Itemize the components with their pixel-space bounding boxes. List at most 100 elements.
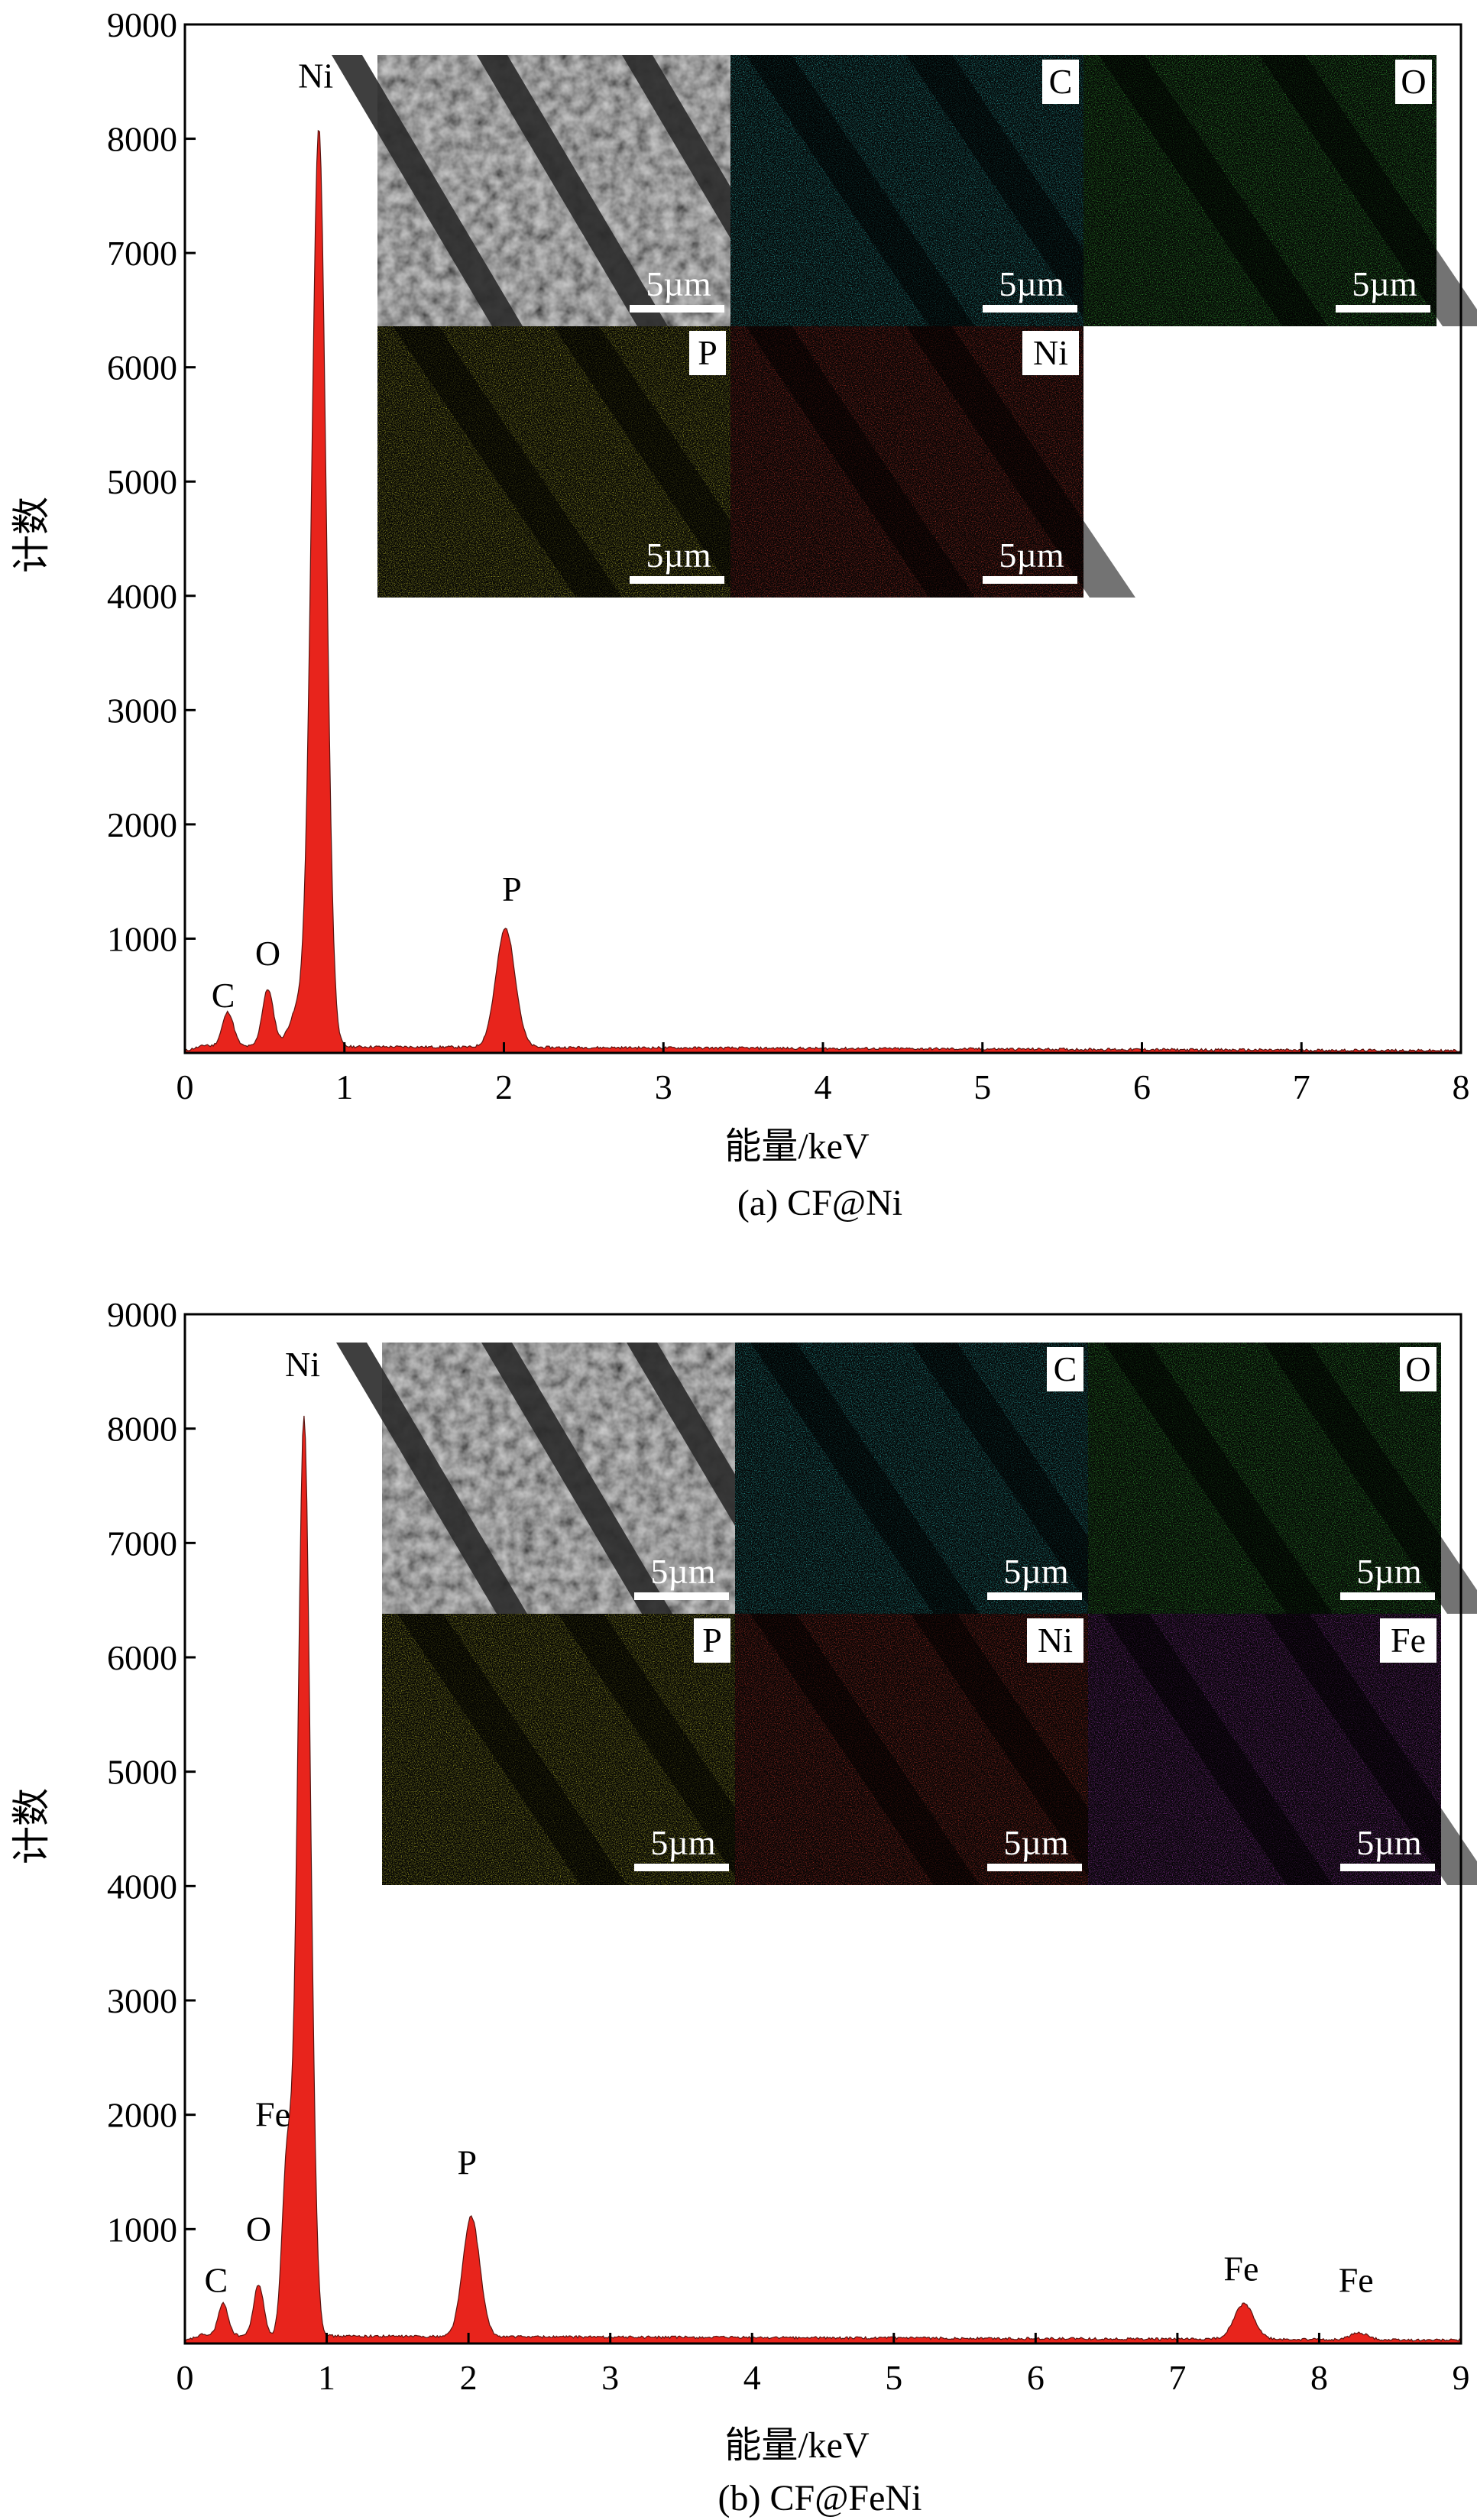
panel-a-ytick-label: 8000 [107,120,177,159]
panel-a-xtick-label: 2 [495,1067,513,1106]
panel-b-map-shadow [1264,1343,1477,1614]
panel-b-ytick-label: 8000 [107,1410,177,1449]
panel-a-ytick-label: 1000 [107,919,177,958]
panel-b-plot: 1000 2000 3000 4000 5000 6000 7000 8000 9000 0 1 2 3… [107,1295,1470,2397]
panel-a-plot: 1000 2000 3000 4000 5000 6000 7000 8000 9000 0 1 2 3… [107,5,1470,1106]
panel-b-scale-text: 5µm [1356,1823,1422,1862]
panel-a-map-O: O 5µm [1083,55,1477,326]
panel-a-ytick-label: 7000 [107,234,177,273]
panel-a-xtick-label: 5 [973,1067,991,1106]
panel-a-scale-bar [983,305,1077,313]
panel-b-map-shadow [911,1614,1140,1885]
panel-b-map-shadow [1103,1614,1333,1885]
panel-a-insets: 5µm C 5µm O 5µm P 5µm Ni 5µm [332,55,1477,598]
panel-b-caption: (b) CF@FeNi [718,2478,922,2518]
panel-b-xtick-label: 9 [1453,2358,1470,2397]
panel-b-map-P: P 5µm [382,1614,787,1885]
panel-b-xtick-label: 2 [460,2358,478,2397]
panel-a-ytick-label: 4000 [107,577,177,616]
panel-a-peak-label: Ni [298,56,333,95]
panel-b-map-C: C 5µm [735,1343,1140,1614]
panel-a-map-shadow [1259,55,1477,326]
panel-a-ytick-label: 9000 [107,5,177,44]
panel-a-map-label-box [689,331,726,375]
panel-a-ytick-label: 5000 [107,462,177,501]
panel-b-xtick-label: 0 [177,2358,194,2397]
panel-b-xtick-label: 7 [1168,2358,1186,2397]
panel-a-sem-groove [332,55,523,326]
panel-b-peak-label: Fe [255,2095,290,2134]
panel-a-map-label: P [698,333,717,372]
panel-b-map-shadow [397,1614,627,1885]
panel-a-map-shadow [906,326,1135,598]
panel-b-sem-groove [336,1343,527,1614]
panel-b-scale-text: 5µm [650,1823,716,1862]
panel-b-map-sem: 5µm [336,1343,818,1614]
panel-b-map-shadow [750,1614,980,1885]
panel-a-caption: (a) CF@Ni [737,1183,902,1223]
panel-a-ytick-label: 6000 [107,348,177,387]
panel-a-scale-bar [630,305,724,313]
panel-b-peak-label: C [204,2261,228,2300]
panel-b-map-shadow [911,1343,1140,1614]
panel-b-map-Ni: Ni 5µm [735,1614,1140,1885]
panel-b-scale-bar [634,1592,729,1600]
panel-a-map-label-box [1022,331,1079,375]
panel-b-xtick-label: 3 [601,2358,619,2397]
panel-b-scale-text: 5µm [1356,1552,1422,1591]
panel-b-map-O: O 5µm [1088,1343,1477,1614]
panel-a-scale-text: 5µm [999,536,1064,575]
panel-a-peak-label: C [212,976,235,1015]
panel-b-ytick-label: 5000 [107,1753,177,1792]
panel-a-map-shadow [553,326,782,598]
panel-a-map-shadow [746,326,975,598]
panel-a-map-label-box [1395,60,1432,104]
panel-b-map-label-box [1380,1618,1437,1663]
panel-b-map-label: C [1054,1349,1077,1388]
panel-b-scale-bar [987,1592,1082,1600]
panel-b-ytick-label: 1000 [107,2210,177,2249]
panel-b-peak-label: Fe [1223,2250,1258,2288]
panel-a-peak-label: P [502,870,522,909]
panel-a-map-label-box [1042,60,1079,104]
panel-b-peak-label: Fe [1339,2261,1374,2300]
panel-b-peak-label: Ni [285,1345,320,1384]
panel-b-map-Fe: Fe 5µm [1088,1614,1477,1885]
panel-b-ytick-label: 9000 [107,1295,177,1334]
panel-a-map-P: P 5µm [377,326,782,598]
panel-b-map-label-box [1027,1618,1083,1663]
panel-b-ytick-label: 7000 [107,1524,177,1563]
panel-b-map-shadow [1264,1614,1477,1885]
panel-a-scale-text: 5µm [1352,264,1417,303]
panel-b-map-label-box [694,1618,730,1663]
panel-b-scale-bar [1340,1592,1435,1600]
panel-a-peak-label: O [255,934,280,973]
panel-b-map-label: O [1405,1349,1430,1388]
panel-b-map-label-box [1047,1347,1083,1391]
panel-b: 1000 2000 3000 4000 5000 6000 7000 8000 9000 0 1 2 3… [10,1295,1477,2518]
panel-a-scale-bar [983,576,1077,584]
panel-a-xtick-label: 4 [815,1067,832,1106]
panel-b-ytick-label: 4000 [107,1867,177,1906]
panel-a-map-C: C 5µm [730,55,1135,326]
panel-b-xtick-label: 5 [885,2358,902,2397]
panel-b-xtick-label: 8 [1310,2358,1328,2397]
panel-a-map-Ni: Ni 5µm [730,326,1135,598]
panel-a-ytick-label: 2000 [107,805,177,844]
panel-a-map-label: O [1401,62,1426,101]
panel-a-xtick-label: 3 [655,1067,672,1106]
panel-a-map-shadow [393,326,622,598]
panel-b-map-label: Fe [1391,1621,1426,1660]
panel-b-axes-frame [183,1313,1462,2345]
panel-a-map-label: C [1049,62,1073,101]
panel-a-ylabel: 计数 [10,497,53,573]
panel-b-xtick-label: 6 [1027,2358,1045,2397]
panel-b-scale-text: 5µm [1003,1823,1069,1862]
panel-b-ytick-label: 2000 [107,2096,177,2135]
panel-b-map-shadow [1103,1343,1333,1614]
panel-a-xtick-label: 1 [335,1067,353,1106]
panel-b-scale-text: 5µm [650,1552,716,1591]
panel-a-scale-bar [630,576,724,584]
panel-a-xtick-label: 8 [1453,1067,1470,1106]
panel-b-ylabel: 计数 [10,1788,53,1864]
